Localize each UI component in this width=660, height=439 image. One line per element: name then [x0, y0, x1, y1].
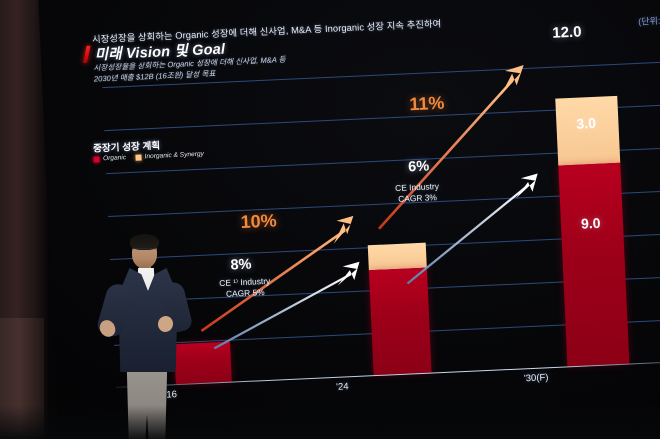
- glasses-icon: [132, 248, 156, 253]
- bar-2024-organic-segment: [368, 267, 432, 376]
- bar-2030-inorganic-label: 3.0: [576, 114, 597, 132]
- unit-note: (단위: $: [638, 15, 660, 27]
- stage-floor: [0, 405, 660, 439]
- red-accent-mark: [83, 45, 91, 64]
- bar-2030-total-label: 12.0: [551, 23, 582, 42]
- bar-2030-organic-label: 9.0: [580, 214, 601, 232]
- x-tick-label-2024: '24: [335, 381, 349, 393]
- bar-2024: [367, 242, 432, 376]
- annotation-ce-industry-cagr-2: CAGR 3%: [397, 192, 438, 204]
- annotation-cagr-6pct: 6%: [407, 158, 430, 176]
- organic-swatch-icon: [93, 155, 100, 163]
- bar-2030-organic-segment: [558, 162, 630, 367]
- bar-2024-inorganic-segment: [367, 242, 427, 271]
- presenter-hair: [130, 234, 159, 250]
- annotation-ce-industry-cagr-1: CAGR 5%: [225, 286, 265, 299]
- annotation-cagr-10pct: 10%: [240, 210, 278, 233]
- annotation-cagr-8pct: 8%: [230, 256, 252, 274]
- annotation-ce-industry-cagr-5: CE ¹⁾ Industry CAGR 5%: [219, 276, 271, 300]
- x-tick-label-2030: '30(F): [523, 372, 549, 385]
- annotation-ce-industry-cagr-3: CE Industry CAGR 3%: [395, 181, 440, 205]
- annotation-cagr-11pct: 11%: [408, 92, 445, 115]
